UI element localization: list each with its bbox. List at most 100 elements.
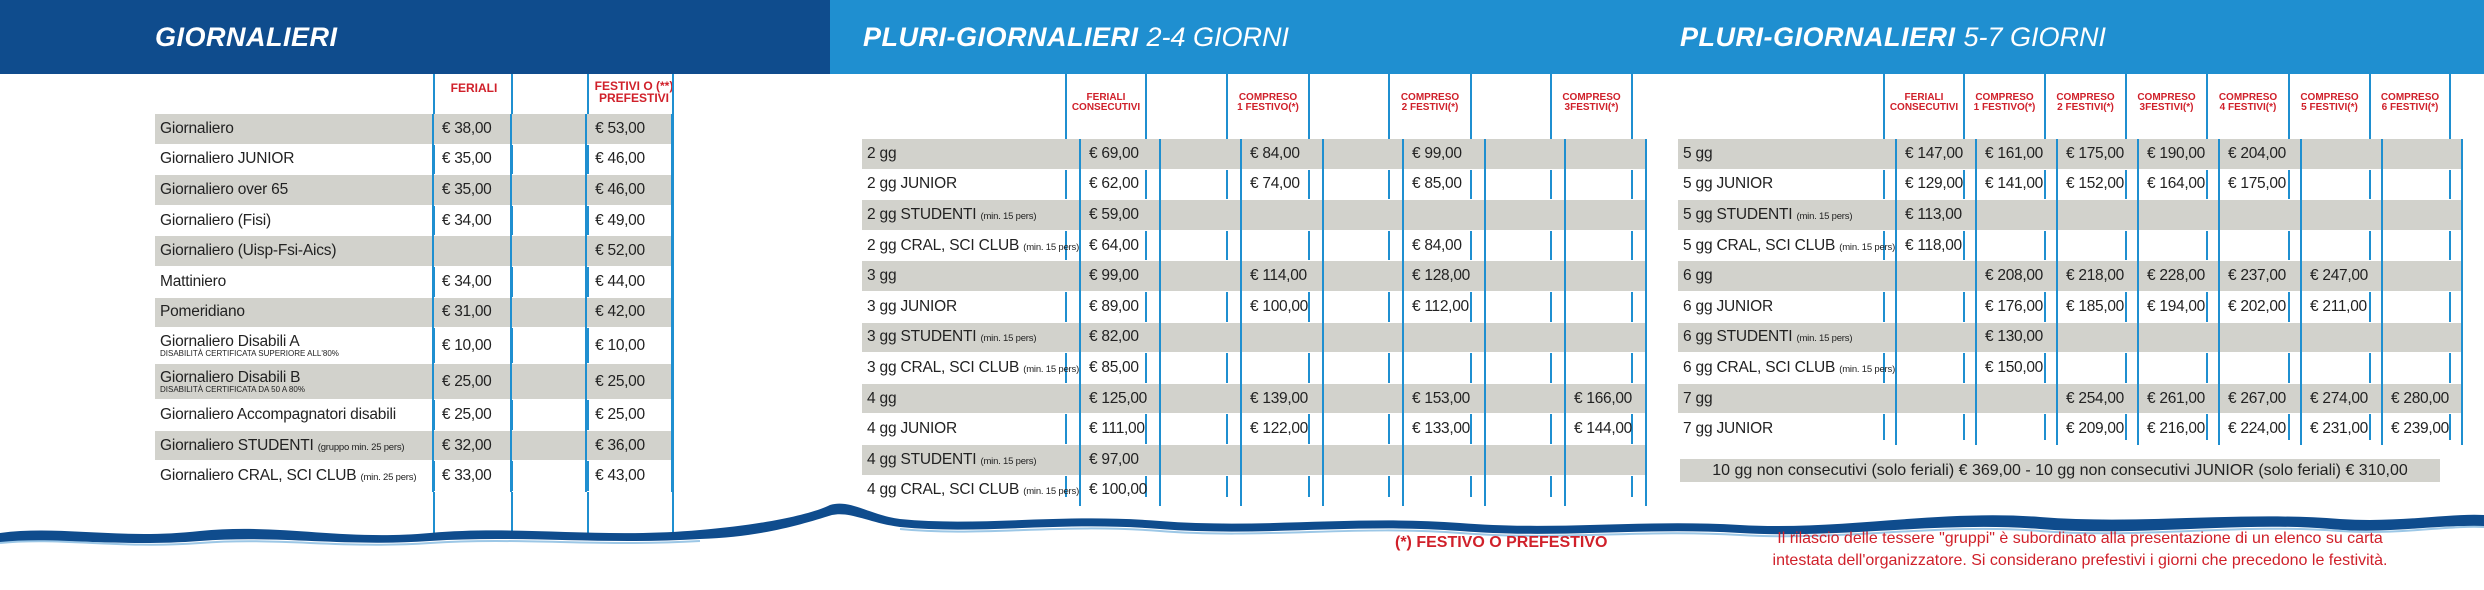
giornalieri-row: Giornaliero STUDENTI (gruppo min. 25 per… xyxy=(155,430,673,462)
row-name: 4 gg STUDENTI (min. 15 pers) xyxy=(862,444,1081,476)
row-name-text: 4 gg CRAL, SCI CLUB xyxy=(867,481,1020,499)
price-cell xyxy=(2137,199,2220,231)
pluri-5-7-col-header-l1: FERIALI xyxy=(1904,92,1944,103)
spacer-cell xyxy=(1159,230,1242,262)
spacer-cell xyxy=(509,205,587,237)
pluri-2-4-row: 3 gg JUNIOR € 89,00 € 100,00 € 112,00 xyxy=(862,291,1648,323)
price-cell: € 211,00 xyxy=(2300,291,2383,323)
pluri-2-4-col-header-l2: CONSECUTIVI xyxy=(1071,102,1141,113)
pluri-2-4-col-header: COMPRESO 3FESTIVI(*) xyxy=(1551,93,1632,113)
row-name: 5 gg CRAL, SCI CLUB (min. 15 pers) xyxy=(1678,230,1897,262)
price-cell: € 166,00 xyxy=(1564,383,1648,415)
price-cell xyxy=(2137,230,2220,262)
price-cell: € 99,00 xyxy=(1079,260,1161,292)
spacer-cell xyxy=(509,430,587,462)
giornalieri-row: Giornaliero over 65 € 35,00 € 46,00 xyxy=(155,174,673,206)
spacer-cell xyxy=(509,399,587,431)
price-feriali: € 34,00 xyxy=(431,205,511,237)
pluri-5-7-col-header: COMPRESO 6 FESTIVI(*) xyxy=(2370,93,2450,113)
row-name: 2 gg CRAL, SCI CLUB (min. 15 pers) xyxy=(862,230,1081,262)
price-cell xyxy=(1975,199,2058,231)
spacer-cell xyxy=(1484,413,1566,445)
price-feriali: € 32,00 xyxy=(431,430,511,462)
price-feriali: € 25,00 xyxy=(431,363,511,401)
pluri-2-4-row: 2 gg € 69,00 € 84,00 € 99,00 xyxy=(862,139,1648,170)
price-cell: € 231,00 xyxy=(2300,413,2383,445)
price-cell: € 85,00 xyxy=(1402,169,1486,201)
price-festivi: € 25,00 xyxy=(585,399,673,431)
price-festivi: € 46,00 xyxy=(585,174,673,206)
spacer-cell xyxy=(1159,139,1242,170)
pluri-2-4-col-header-l1: COMPRESO xyxy=(1562,92,1621,103)
spacer-cell xyxy=(1322,352,1404,384)
pluri-5-7-row: 7 gg € 254,00 € 261,00 € 267,00 € 274,00 € 28… xyxy=(1678,383,2464,415)
spacer-cell xyxy=(1159,413,1242,445)
row-name: 3 gg STUDENTI (min. 15 pers) xyxy=(862,322,1081,354)
row-name-text: Giornaliero STUDENTI xyxy=(160,436,314,454)
price-feriali: € 33,00 xyxy=(431,460,511,492)
row-name-note: (min. 15 pers) xyxy=(1839,241,1896,253)
spacer-cell xyxy=(1322,230,1404,262)
price-festivi: € 49,00 xyxy=(585,205,673,237)
row-name-text: 4 gg STUDENTI xyxy=(867,450,977,468)
price-festivi: € 36,00 xyxy=(585,430,673,462)
spacer-cell xyxy=(1484,230,1566,262)
price-cell xyxy=(2300,169,2383,201)
pluri-2-4-row: 4 gg JUNIOR € 111,00 € 122,00 € 133,00 € 144… xyxy=(862,413,1648,445)
pluri-2-4-table: 2 gg € 69,00 € 84,00 € 99,00 2 gg JUNIOR € 62… xyxy=(862,139,1648,507)
giornalieri-row: Giornaliero CRAL, SCI CLUB (min. 25 pers… xyxy=(155,460,673,492)
price-cell xyxy=(2381,260,2464,292)
festivo-note: (*) FESTIVO O PREFESTIVO xyxy=(1395,534,1608,551)
pluri-2-4-row: 3 gg € 99,00 € 114,00 € 128,00 xyxy=(862,260,1648,292)
price-cell: € 247,00 xyxy=(2300,260,2383,292)
price-cell xyxy=(2056,230,2139,262)
spacer-cell xyxy=(509,174,587,206)
price-cell xyxy=(1895,383,1977,415)
row-name-note: (min. 15 pers) xyxy=(1796,210,1853,222)
price-cell xyxy=(2381,291,2464,323)
pluri-5-7-col-header: COMPRESO 2 FESTIVI(*) xyxy=(2045,93,2126,113)
price-cell xyxy=(2137,322,2220,354)
spacer-cell xyxy=(1484,383,1566,415)
spacer-cell xyxy=(1484,291,1566,323)
spacer-cell xyxy=(1322,291,1404,323)
pluri-5-7-table: 5 gg € 147,00 € 161,00 € 175,00 € 190,00 € 20… xyxy=(1678,139,2464,445)
price-cell: € 128,00 xyxy=(1402,260,1486,292)
price-cell xyxy=(1564,444,1648,476)
spacer-cell xyxy=(1159,199,1242,231)
price-cell: € 224,00 xyxy=(2218,413,2302,445)
row-name: Mattiniero xyxy=(155,266,433,298)
row-name: 2 gg xyxy=(862,139,1081,170)
price-cell: € 64,00 xyxy=(1079,230,1161,262)
price-cell xyxy=(1240,322,1324,354)
price-festivi: € 10,00 xyxy=(585,327,673,365)
price-cell: € 141,00 xyxy=(1975,169,2058,201)
giornalieri-col-festivi: FESTIVI o (**) PREFESTIVI xyxy=(587,80,681,104)
price-feriali: € 35,00 xyxy=(431,174,511,206)
giornalieri-col-festivi-l2: PREFESTIVI xyxy=(598,91,669,105)
price-cell xyxy=(2381,230,2464,262)
pluri-5-7-col-header-l1: COMPRESO xyxy=(2218,92,2278,103)
giornalieri-row: Giornaliero (Fisi) € 34,00 € 49,00 xyxy=(155,205,673,237)
row-name: 6 gg JUNIOR xyxy=(1678,291,1897,323)
price-cell: € 175,00 xyxy=(2056,139,2139,170)
price-cell xyxy=(1402,444,1486,476)
row-name-text: Giornaliero (Fisi) xyxy=(160,211,271,229)
header-giornalieri: GIORNALIERI xyxy=(0,0,830,74)
price-cell: € 176,00 xyxy=(1975,291,2058,323)
price-cell xyxy=(1564,322,1648,354)
price-cell xyxy=(1564,230,1648,262)
price-cell: € 152,00 xyxy=(2056,169,2139,201)
price-cell: € 228,00 xyxy=(2137,260,2220,292)
row-name-note: (min. 15 pers) xyxy=(980,455,1037,467)
row-name-note: (min. 15 pers) xyxy=(1023,363,1080,375)
giornalieri-row: Pomeridiano € 31,00 € 42,00 xyxy=(155,297,673,329)
spacer-cell xyxy=(509,297,587,329)
row-name: 3 gg CRAL, SCI CLUB (min. 15 pers) xyxy=(862,352,1081,384)
pluri-5-7-col-header-l1: COMPRESO xyxy=(2056,92,2115,103)
price-cell xyxy=(1895,352,1977,384)
row-name-sub: DISABILITÀ CERTIFICATA DA 50 A 80% xyxy=(160,385,305,395)
price-cell xyxy=(2381,322,2464,354)
price-festivi: € 53,00 xyxy=(585,114,673,145)
pluri-2-4-row: 4 gg STUDENTI (min. 15 pers) € 97,00 xyxy=(862,444,1648,476)
